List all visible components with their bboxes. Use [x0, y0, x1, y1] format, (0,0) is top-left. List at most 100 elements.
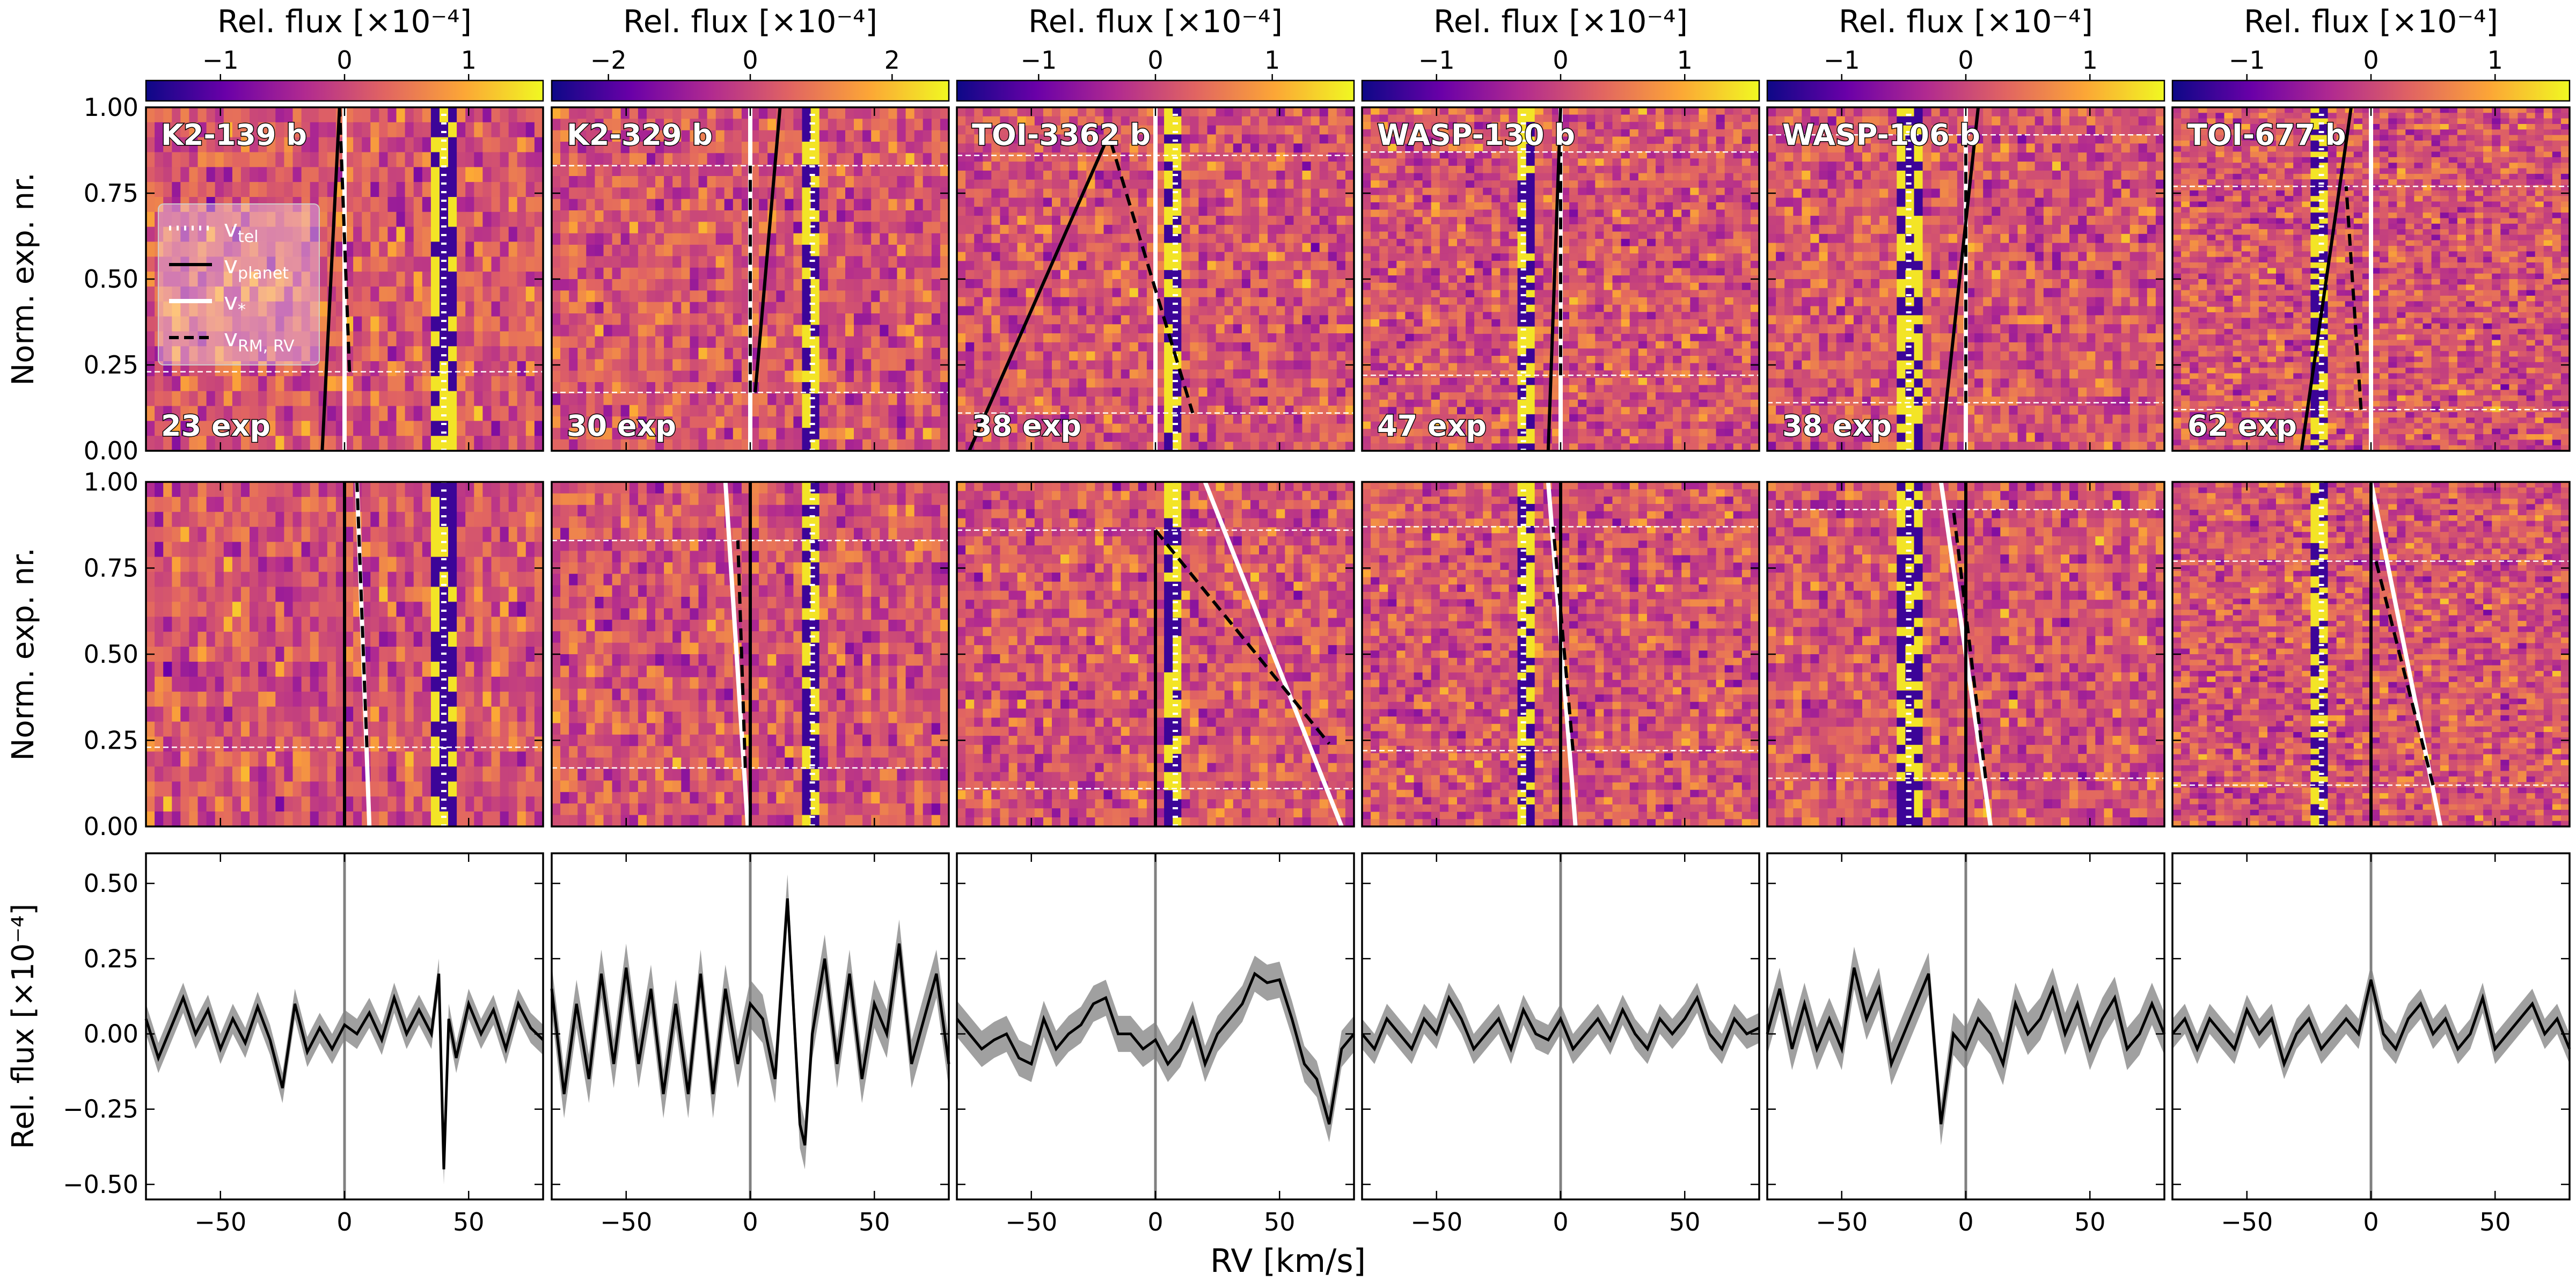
- heatmap-cell: [534, 602, 544, 617]
- heatmap-cell: [620, 336, 630, 348]
- heatmap-cell: [638, 551, 647, 563]
- heatmap-cell: [491, 316, 501, 332]
- heatmap-cell: [914, 107, 924, 119]
- heatmap-cell: [1285, 116, 1294, 126]
- heatmap-cell: [897, 325, 906, 337]
- heatmap-cell: [474, 736, 483, 752]
- heatmap-cell: [387, 796, 397, 812]
- heatmap-cell: [923, 428, 932, 440]
- heatmap-cell: [836, 700, 846, 712]
- heatmap-cell: [387, 691, 397, 707]
- heatmap-cell: [223, 587, 233, 602]
- heatmap-cell: [430, 691, 440, 707]
- heatmap-cell: [508, 331, 518, 347]
- heatmap-cell: [620, 585, 630, 597]
- heatmap-cell: [448, 721, 457, 737]
- heatmap-cell: [776, 746, 785, 758]
- heatmap-cell: [448, 316, 457, 332]
- heatmap-cell: [690, 233, 699, 245]
- heatmap-cell: [923, 803, 932, 816]
- heatmap-cell: [327, 691, 336, 707]
- heatmap-cell: [491, 182, 501, 197]
- heatmap-cell: [715, 325, 725, 337]
- heatmap-cell: [370, 107, 379, 123]
- heatmap-cell: [603, 187, 613, 200]
- heatmap-cell: [155, 676, 164, 692]
- heatmap-cell: [620, 597, 630, 609]
- heatmap-cell: [552, 642, 561, 655]
- heatmap-cell: [1233, 116, 1242, 126]
- heatmap-cell: [715, 689, 725, 701]
- heatmap-cell: [862, 359, 872, 371]
- heatmap-cell: [923, 416, 932, 428]
- heatmap-cell: [552, 815, 561, 827]
- heatmap-cell: [776, 256, 785, 268]
- heatmap-cell: [387, 406, 397, 421]
- heatmap-cell: [793, 551, 803, 563]
- heatmap-cell: [664, 608, 673, 620]
- heatmap-cell: [681, 516, 690, 529]
- heatmap-cell: [724, 815, 734, 827]
- heatmap-cell: [405, 241, 414, 257]
- heatmap-cell: [525, 736, 535, 752]
- heatmap-cell: [612, 222, 621, 234]
- heatmap-cell: [422, 572, 431, 587]
- heatmap-cell: [733, 815, 742, 827]
- heatmap-cell: [258, 107, 267, 123]
- heatmap-cell: [707, 245, 716, 257]
- heatmap-cell: [552, 665, 561, 678]
- heatmap-cell: [500, 152, 509, 167]
- heatmap-cell: [517, 557, 526, 573]
- heatmap-cell: [698, 562, 708, 574]
- heatmap-cell: [845, 493, 854, 506]
- heatmap-cell: [465, 241, 474, 257]
- heatmap-cell: [180, 511, 189, 528]
- heatmap-cell: [595, 348, 604, 360]
- heatmap-cell: [534, 632, 544, 647]
- heatmap-cell: [482, 796, 492, 812]
- heatmap-cell: [474, 706, 483, 722]
- heatmap-cell: [534, 617, 544, 632]
- heatmap-cell: [517, 137, 526, 153]
- heatmap-panel: [146, 106, 544, 451]
- heatmap-cell: [595, 359, 604, 371]
- heatmap-cell: [793, 439, 803, 451]
- heatmap-cell: [508, 137, 518, 153]
- heatmap-cell: [854, 504, 863, 517]
- heatmap-cell: [698, 325, 708, 337]
- heatmap-cell: [776, 712, 785, 723]
- heatmap-cell: [189, 781, 199, 797]
- heatmap-cell: [923, 585, 932, 597]
- heatmap-cell: [664, 290, 673, 303]
- heatmap-cell: [767, 585, 777, 597]
- heatmap-cell: [284, 241, 294, 257]
- heatmap-cell: [836, 393, 846, 406]
- heatmap-cell: [888, 142, 898, 153]
- heatmap-cell: [957, 116, 966, 126]
- heatmap-cell: [724, 405, 734, 417]
- heatmap-cell: [681, 256, 690, 268]
- heatmap-cell: [241, 376, 250, 392]
- heatmap-cell: [387, 526, 397, 543]
- heatmap-cell: [353, 241, 362, 257]
- heatmap-cell: [301, 137, 311, 153]
- heatmap-cell: [871, 290, 880, 303]
- heatmap-cell: [491, 346, 501, 362]
- heatmap-cell: [577, 677, 587, 689]
- heatmap-cell: [379, 346, 388, 362]
- heatmap-cell: [482, 436, 492, 451]
- heatmap-cell: [508, 361, 518, 377]
- heatmap-cell: [250, 796, 259, 812]
- heatmap-cell: [396, 272, 406, 287]
- heatmap-cell: [880, 562, 889, 574]
- heatmap-cell: [491, 152, 501, 167]
- heatmap-cell: [525, 662, 535, 677]
- heatmap-cell: [655, 642, 664, 655]
- heatmap-cell: [845, 405, 854, 417]
- heatmap-cell: [267, 122, 276, 138]
- heatmap-cell: [724, 348, 734, 360]
- heatmap-cell: [448, 197, 457, 213]
- heatmap-cell: [776, 585, 785, 597]
- heatmap-cell: [258, 496, 267, 513]
- heatmap-cell: [465, 706, 474, 722]
